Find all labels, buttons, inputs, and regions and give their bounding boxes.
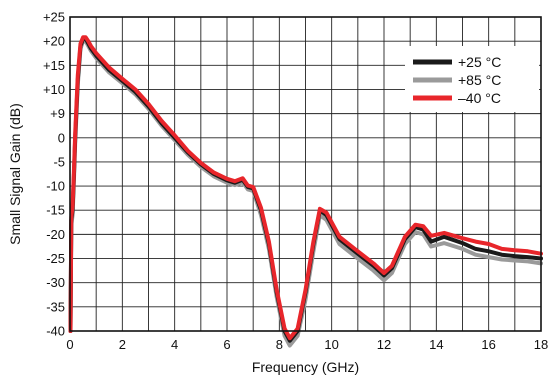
y-tick-label: -15 bbox=[46, 203, 65, 218]
y-tick-label: -20 bbox=[46, 227, 65, 242]
y-tick-label: -5 bbox=[53, 154, 65, 169]
x-tick-label: 14 bbox=[429, 337, 443, 352]
plot-frame bbox=[69, 16, 542, 332]
y-tick-label: -40 bbox=[46, 324, 65, 339]
y-tick-label: 0 bbox=[58, 130, 65, 145]
y-tick-label: +9 bbox=[50, 106, 65, 121]
x-tick-label: 18 bbox=[534, 337, 548, 352]
series-lines bbox=[68, 35, 543, 348]
y-tick-label: +25 bbox=[43, 10, 65, 25]
legend-label-85c: +85 °C bbox=[458, 72, 501, 88]
y-tick-label: -25 bbox=[46, 251, 65, 266]
legend-label-minus40c: –40 °C bbox=[458, 90, 501, 106]
x-tick-label: 12 bbox=[377, 337, 391, 352]
x-tick-label: 8 bbox=[276, 337, 283, 352]
series-line-minus40c bbox=[68, 35, 543, 341]
x-tick-label: 4 bbox=[171, 337, 178, 352]
x-tick-label: 10 bbox=[324, 337, 338, 352]
y-tick-label: +10 bbox=[43, 82, 65, 97]
y-tick-label: -30 bbox=[46, 275, 65, 290]
x-tick-label: 16 bbox=[481, 337, 495, 352]
y-tick-label: -35 bbox=[46, 299, 65, 314]
y-tick-label: -10 bbox=[46, 179, 65, 194]
y-tick-label: +15 bbox=[43, 58, 65, 73]
x-tick-label: 6 bbox=[223, 337, 230, 352]
legend-entry-85c: +85 °C bbox=[413, 72, 501, 88]
y-tick-label: +20 bbox=[43, 34, 65, 49]
legend: +25 °C +85 °C –40 °C bbox=[405, 46, 539, 112]
y-axis-title: Small Signal Gain (dB) bbox=[7, 103, 23, 245]
y-tick-labels: +25 +20 +15 +10 +9 0 -5 -10 -15 -20 -25 -30 -35 -40 bbox=[43, 10, 65, 339]
x-tick-labels: 0 2 4 6 8 10 12 14 16 18 bbox=[66, 337, 548, 352]
x-tick-label: 0 bbox=[66, 337, 73, 352]
legend-entry-25c: +25 °C bbox=[413, 54, 501, 70]
x-tick-label: 2 bbox=[119, 337, 126, 352]
legend-entry-minus40c: –40 °C bbox=[413, 90, 501, 106]
legend-label-25c: +25 °C bbox=[458, 54, 501, 70]
grid bbox=[70, 17, 541, 331]
x-axis-title: Frequency (GHz) bbox=[252, 359, 359, 375]
